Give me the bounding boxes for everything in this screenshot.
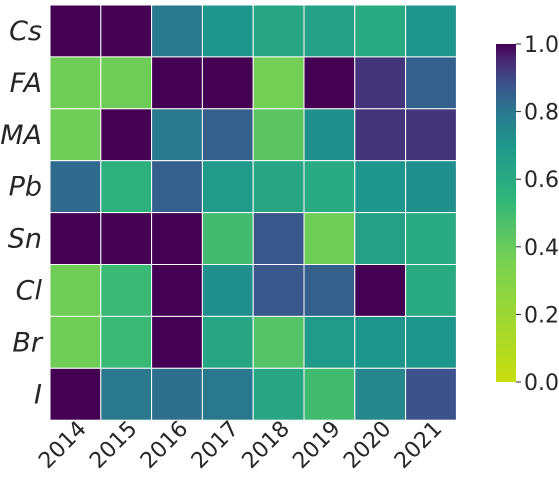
heatmap-cell-MA-2017 xyxy=(201,108,254,162)
column-label-2019: 2019 xyxy=(288,417,345,474)
column-label-2018: 2018 xyxy=(238,417,295,474)
heatmap-cell-Sn-2017 xyxy=(201,212,254,266)
heatmap-cell-Cl-2017 xyxy=(201,264,254,317)
heatmap-cell-I-2017 xyxy=(201,367,254,421)
heatmap-cell-MA-2014 xyxy=(49,108,102,162)
row-label-Cl: Cl xyxy=(16,275,43,306)
row-label-Sn: Sn xyxy=(8,224,42,255)
heatmap-cell-Pb-2019 xyxy=(303,160,356,214)
heatmap-cell-Cs-2016 xyxy=(151,4,203,58)
heatmap-cell-Br-2017 xyxy=(201,315,254,369)
heatmap-cell-I-2015 xyxy=(100,367,153,421)
heatmap-cell-I-2014 xyxy=(49,367,102,421)
heatmap-cell-Cs-2019 xyxy=(303,4,356,58)
heatmap-cell-Br-2015 xyxy=(100,315,153,369)
heatmap-cell-MA-2015 xyxy=(100,108,153,162)
heatmap-cell-FA-2017 xyxy=(201,56,254,110)
heatmap-cell-MA-2019 xyxy=(303,108,356,162)
heatmap-cell-Sn-2015 xyxy=(100,212,153,266)
heatmap-cell-FA-2019 xyxy=(303,56,356,110)
heatmap-cell-Cl-2014 xyxy=(49,264,102,317)
column-label-2020: 2020 xyxy=(339,417,396,474)
heatmap-cell-Cs-2017 xyxy=(201,4,254,58)
heatmap-cell-Cs-2015 xyxy=(100,4,153,58)
heatmap-cell-MA-2021 xyxy=(405,108,457,162)
row-label-FA: FA xyxy=(10,68,42,99)
heatmap-cell-Cl-2019 xyxy=(303,264,356,317)
colorbar-tick-label: 1.0 xyxy=(524,33,559,58)
heatmap-cell-Cs-2020 xyxy=(354,4,407,58)
heatmap-cell-Br-2016 xyxy=(151,315,203,369)
heatmap-cell-Sn-2021 xyxy=(405,212,457,266)
colorbar-tick-label: 0.6 xyxy=(524,168,559,193)
heatmap-cell-FA-2018 xyxy=(252,56,305,110)
heatmap-cell-FA-2015 xyxy=(100,56,153,110)
column-label-2015: 2015 xyxy=(85,417,142,474)
heatmap-cell-FA-2021 xyxy=(405,56,457,110)
row-label-MA: MA xyxy=(0,120,42,151)
heatmap-cell-Pb-2021 xyxy=(405,160,457,214)
colorbar: 0.0 0.2 0.4 0.6 0.8 1.0 xyxy=(496,33,559,396)
heatmap-cell-Cs-2021 xyxy=(405,4,457,58)
column-label-2016: 2016 xyxy=(136,417,193,474)
heatmap-cell-Br-2019 xyxy=(303,315,356,369)
row-label-Cs: Cs xyxy=(9,16,42,47)
colorbar-tick-label: 0.8 xyxy=(524,101,559,126)
heatmap-cell-I-2019 xyxy=(303,367,356,421)
column-label-2017: 2017 xyxy=(187,417,244,474)
row-label-Pb: Pb xyxy=(9,172,42,203)
heatmap-cell-Br-2014 xyxy=(49,315,102,369)
heatmap-cell-FA-2014 xyxy=(49,56,102,110)
heatmap-cell-I-2021 xyxy=(405,367,457,421)
heatmap-cell-Pb-2018 xyxy=(252,160,305,214)
heatmap-cell-I-2016 xyxy=(151,367,203,421)
heatmap-cell-Cl-2015 xyxy=(100,264,153,317)
column-label-2021: 2021 xyxy=(390,417,447,474)
heatmap-cell-FA-2020 xyxy=(354,56,407,110)
column-label-2014: 2014 xyxy=(34,417,91,474)
heatmap-cell-Br-2020 xyxy=(354,315,407,369)
heatmap-cell-I-2020 xyxy=(354,367,407,421)
heatmap-cell-Sn-2014 xyxy=(49,212,102,266)
colorbar-gradient xyxy=(496,44,516,382)
colorbar-tick-label: 0.2 xyxy=(524,303,559,328)
heatmap-cell-FA-2016 xyxy=(151,56,203,110)
colorbar-tick-label: 0.0 xyxy=(524,371,559,396)
heatmap-cell-Cl-2021 xyxy=(405,264,457,317)
heatmap-cell-Pb-2015 xyxy=(100,160,153,214)
heatmap-cell-Cl-2016 xyxy=(151,264,203,317)
row-label-I: I xyxy=(34,379,42,410)
heatmap-cell-Sn-2016 xyxy=(151,212,203,266)
colorbar-tick-label: 0.4 xyxy=(524,236,559,261)
heatmap-cell-Pb-2017 xyxy=(201,160,254,214)
heatmap-cells xyxy=(49,4,457,421)
row-labels: Cs FA MA Pb Sn Cl Br I xyxy=(0,16,44,410)
heatmap-cell-Cs-2014 xyxy=(49,4,102,58)
heatmap-cell-Pb-2020 xyxy=(354,160,407,214)
heatmap-cell-Sn-2019 xyxy=(303,212,356,266)
heatmap-cell-MA-2016 xyxy=(151,108,203,162)
heatmap-cell-Br-2018 xyxy=(252,315,305,369)
heatmap-cell-Cs-2018 xyxy=(252,4,305,58)
heatmap-cell-MA-2020 xyxy=(354,108,407,162)
row-label-Br: Br xyxy=(12,327,44,358)
heatmap-cell-Cl-2020 xyxy=(354,264,407,317)
heatmap-cell-Br-2021 xyxy=(405,315,457,369)
heatmap-cell-Pb-2014 xyxy=(49,160,102,214)
heatmap-cell-Cl-2018 xyxy=(252,264,305,317)
heatmap-cell-Sn-2020 xyxy=(354,212,407,266)
heatmap-cell-Pb-2016 xyxy=(151,160,203,214)
heatmap-cell-I-2018 xyxy=(252,367,305,421)
heatmap-cell-MA-2018 xyxy=(252,108,305,162)
heatmap-cell-Sn-2018 xyxy=(252,212,305,266)
